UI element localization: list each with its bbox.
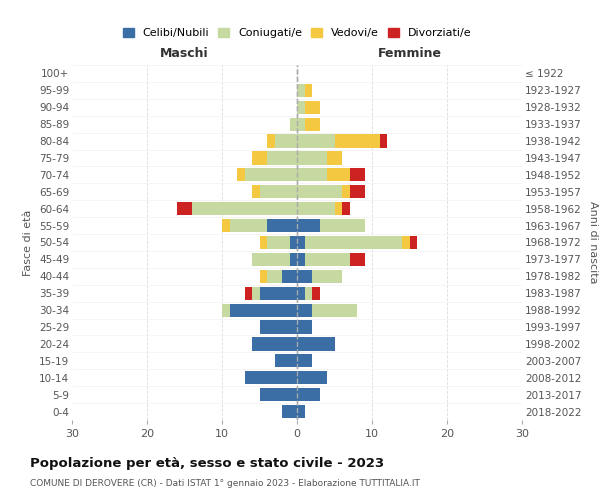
Bar: [275, 354, 297, 368]
Bar: [305, 84, 312, 97]
Bar: [402, 236, 409, 249]
Bar: [297, 185, 342, 198]
Bar: [260, 388, 297, 401]
Bar: [275, 134, 297, 147]
Bar: [260, 270, 267, 283]
Bar: [267, 236, 290, 249]
Legend: Celibi/Nubili, Coniugati/e, Vedovi/e, Divorziati/e: Celibi/Nubili, Coniugati/e, Vedovi/e, Di…: [122, 28, 472, 38]
Bar: [252, 338, 297, 350]
Bar: [409, 236, 417, 249]
Bar: [297, 84, 305, 97]
Bar: [297, 388, 320, 401]
Bar: [229, 304, 297, 316]
Bar: [222, 219, 229, 232]
Bar: [342, 202, 349, 215]
Bar: [229, 219, 267, 232]
Bar: [245, 371, 297, 384]
Bar: [260, 320, 297, 334]
Bar: [222, 304, 229, 316]
Bar: [245, 286, 252, 300]
Bar: [290, 236, 297, 249]
Bar: [297, 286, 305, 300]
Bar: [327, 152, 342, 164]
Bar: [305, 286, 312, 300]
Text: Maschi: Maschi: [160, 47, 209, 60]
Bar: [297, 236, 305, 249]
Bar: [327, 168, 349, 181]
Bar: [335, 134, 380, 147]
Bar: [297, 270, 312, 283]
Bar: [260, 185, 297, 198]
Bar: [297, 253, 305, 266]
Bar: [305, 236, 402, 249]
Bar: [267, 134, 275, 147]
Bar: [252, 185, 260, 198]
Bar: [252, 152, 267, 164]
Bar: [335, 202, 342, 215]
Bar: [297, 100, 305, 114]
Bar: [297, 219, 320, 232]
Bar: [342, 185, 349, 198]
Bar: [297, 371, 327, 384]
Bar: [297, 304, 312, 316]
Bar: [297, 354, 312, 368]
Y-axis label: Fasce di età: Fasce di età: [23, 210, 34, 276]
Y-axis label: Anni di nascita: Anni di nascita: [588, 201, 598, 284]
Bar: [312, 286, 320, 300]
Bar: [297, 320, 312, 334]
Bar: [297, 202, 335, 215]
Bar: [297, 134, 335, 147]
Bar: [267, 219, 297, 232]
Bar: [192, 202, 297, 215]
Text: Popolazione per età, sesso e stato civile - 2023: Popolazione per età, sesso e stato civil…: [30, 458, 384, 470]
Bar: [290, 253, 297, 266]
Bar: [380, 134, 387, 147]
Bar: [305, 253, 349, 266]
Bar: [267, 152, 297, 164]
Bar: [290, 118, 297, 131]
Bar: [297, 152, 327, 164]
Bar: [312, 270, 342, 283]
Bar: [237, 168, 245, 181]
Bar: [349, 168, 365, 181]
Bar: [267, 270, 282, 283]
Bar: [282, 405, 297, 418]
Bar: [320, 219, 365, 232]
Bar: [305, 118, 320, 131]
Bar: [252, 286, 260, 300]
Text: Femmine: Femmine: [377, 47, 442, 60]
Text: COMUNE DI DEROVERE (CR) - Dati ISTAT 1° gennaio 2023 - Elaborazione TUTTITALIA.I: COMUNE DI DEROVERE (CR) - Dati ISTAT 1° …: [30, 479, 420, 488]
Bar: [260, 286, 297, 300]
Bar: [312, 304, 357, 316]
Bar: [245, 168, 297, 181]
Bar: [297, 338, 335, 350]
Bar: [349, 185, 365, 198]
Bar: [282, 270, 297, 283]
Bar: [260, 236, 267, 249]
Bar: [305, 100, 320, 114]
Bar: [349, 253, 365, 266]
Bar: [252, 253, 290, 266]
Bar: [297, 168, 327, 181]
Bar: [177, 202, 192, 215]
Bar: [297, 118, 305, 131]
Bar: [297, 405, 305, 418]
